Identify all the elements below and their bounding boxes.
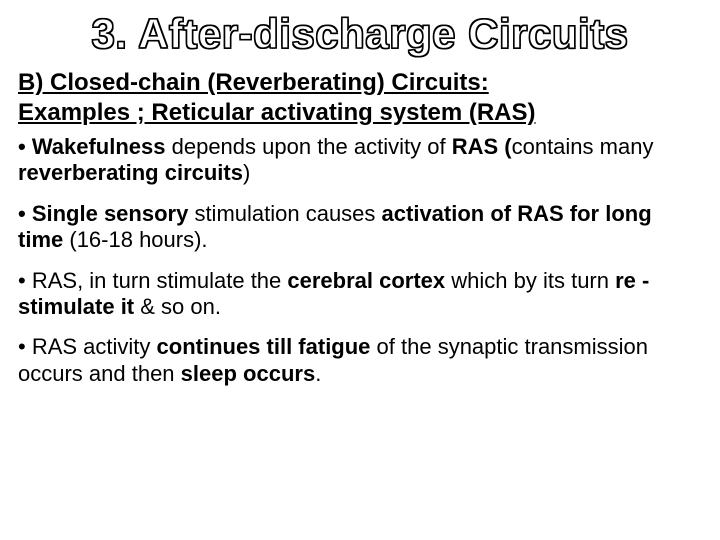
text-run: & so on. [134,294,221,319]
text-run: • RAS activity [18,334,157,359]
text-run: (16-18 hours). [63,227,207,252]
bullet-list: • Wakefulness depends upon the activity … [18,134,702,387]
slide-title: 3. After-discharge Circuits [18,10,702,58]
text-run: continues till fatigue [157,334,371,359]
subheading-examples: Examples ; Reticular activating system (… [18,98,702,128]
bullet-item: • Wakefulness depends upon the activity … [18,134,702,187]
text-run: cerebral cortex [287,268,445,293]
text-run: depends upon the activity of [166,134,452,159]
text-run: • Wakefulness [18,134,166,159]
text-run: • Single sensory [18,201,188,226]
text-run: contains many [512,134,654,159]
subheading-definition: B) Closed-chain (Reverberating) Circuits… [18,68,702,98]
text-run: stimulation causes [188,201,381,226]
text-run: RAS ( [452,134,512,159]
text-run: • [18,268,32,293]
bullet-item: • RAS, in turn stimulate the cerebral co… [18,268,702,321]
text-run: which by its turn [445,268,615,293]
text-run: sleep occurs [181,361,316,386]
bullet-item: • RAS activity continues till fatigue of… [18,334,702,387]
text-run: reverberating circuits [18,160,243,185]
bullet-item: • Single sensory stimulation causes acti… [18,201,702,254]
text-run: . [315,361,321,386]
text-run: RAS, in turn stimulate the [32,268,288,293]
text-run: ) [243,160,250,185]
